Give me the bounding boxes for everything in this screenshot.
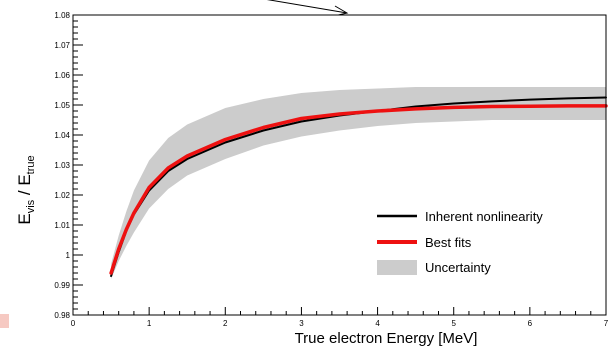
y-tick-label: 1.07 (54, 41, 70, 50)
legend-label-uncertainty: Uncertainty (425, 260, 491, 275)
y-axis-title-main: E (15, 213, 34, 224)
y-axis-title-separator: / E (15, 174, 34, 200)
y-tick-label: 1.03 (54, 161, 70, 170)
x-tick-label: 4 (375, 319, 380, 328)
y-tick-label: 0.98 (54, 311, 70, 320)
y-axis-title-sub-vis: vis (25, 199, 37, 213)
x-tick-label: 3 (299, 319, 304, 328)
x-tick-label: 1 (147, 319, 152, 328)
annotation-arrow-line (266, 0, 348, 14)
pink-edge-mark (0, 314, 9, 328)
axis-ticks-layer: 0 1 2 3 4 5 6 7 0.98 0.99 1 1.01 1.02 1.03 1.04 1.05 1.0… (54, 11, 608, 328)
y-tick-label: 1.01 (54, 221, 70, 230)
y-axis-title-sub-true: true (25, 155, 37, 174)
y-tick-label: 1.04 (54, 131, 70, 140)
y-tick-label: 1 (66, 251, 71, 260)
x-tick-label: 7 (604, 319, 609, 328)
legend-label-inherent: Inherent nonlinearity (425, 209, 543, 224)
y-tick-label: 1.02 (54, 191, 70, 200)
y-tick-label: 0.99 (54, 281, 70, 290)
x-axis-title: True electron Energy [MeV] (295, 330, 478, 347)
y-tick-label: 1.05 (54, 101, 70, 110)
y-tick-label: 1.08 (54, 11, 70, 20)
x-tick-label: 5 (451, 319, 456, 328)
y-tick-label: 1.06 (54, 71, 70, 80)
series-line-bestfit (109, 104, 608, 275)
legend-label-bestfit: Best fits (425, 235, 472, 250)
y-axis-title: Evis / Etrue (15, 155, 37, 224)
x-tick-label: 0 (71, 319, 76, 328)
series-lines-layer (109, 96, 608, 277)
legend: Inherent nonlinearity Best fits Uncertai… (377, 209, 543, 275)
legend-swatch-uncertainty (377, 260, 417, 275)
x-tick-label: 2 (223, 319, 228, 328)
x-tick-label: 6 (528, 319, 533, 328)
